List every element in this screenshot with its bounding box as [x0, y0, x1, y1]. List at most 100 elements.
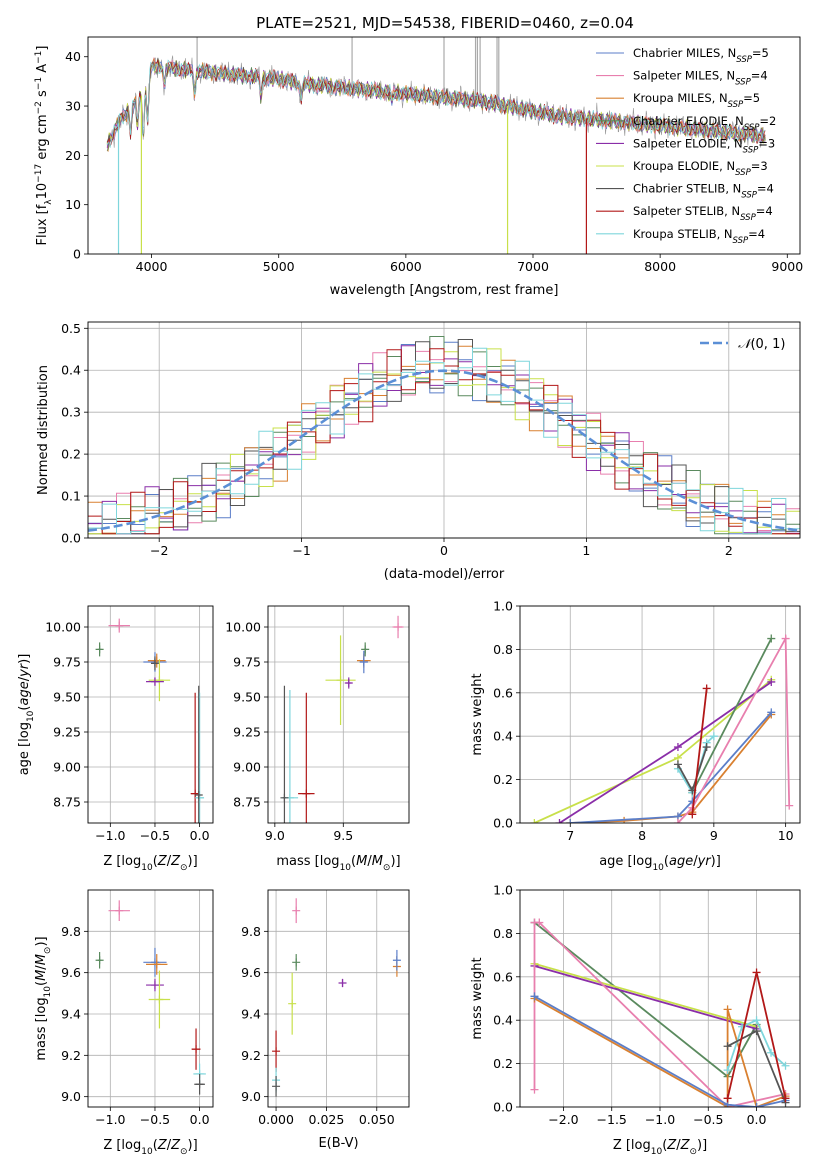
- label-part: −1: [34, 77, 44, 90]
- point-salpeter_elodie: [344, 679, 353, 687]
- point-chabrier_stelib: [150, 659, 159, 668]
- y-tick-label: 0: [73, 247, 81, 262]
- y-tick-label: 40: [65, 49, 81, 64]
- scatter-plot-age_vs_mass: [280, 615, 404, 823]
- x-tick-label: 1: [582, 543, 590, 558]
- label-part: 10: [652, 863, 664, 873]
- y-tick-label: 0.0: [61, 531, 81, 546]
- label-part: )]: [188, 854, 198, 869]
- histogram-salpeter_stelib: [88, 348, 800, 535]
- y-tick-label: 0.0: [493, 1100, 513, 1115]
- series-marker-kroupa_stelib: [723, 1066, 732, 1075]
- label-part: (0, 1): [750, 337, 785, 352]
- series-line-chabrier_elodie: [691, 638, 773, 794]
- y-tick-label: 9.0: [61, 1089, 81, 1104]
- axes-weight_vs_age: 7 8 9 10 0.0 0.2 0.4 0.6 0.8 1.0: [493, 599, 800, 843]
- legend-text: Salpeter STELIB, N: [633, 204, 740, 218]
- y-tick-label: 0.3: [61, 405, 81, 420]
- label-part: (: [664, 854, 669, 869]
- legend-text: Salpeter MILES, N: [633, 69, 735, 83]
- histogram-chabrier_stelib: [88, 339, 800, 535]
- point-kroupa_elodie: [155, 995, 164, 1004]
- y-axis-label: mass [log10(M/M⊙)]: [34, 936, 53, 1060]
- y-tick-label: 9.4: [61, 1007, 81, 1022]
- histogram-kroupa_stelib: [88, 347, 800, 535]
- series-line-kroupa_elodie: [534, 962, 757, 1028]
- label-part: Z: [666, 1138, 677, 1153]
- legend-sub: SSP: [735, 168, 751, 178]
- x-tick-label: −1.0: [95, 1112, 125, 1127]
- y-tick-label: 9.2: [61, 1048, 81, 1063]
- y-tick-label: 9.4: [241, 1007, 261, 1022]
- y-tick-label: 10: [65, 197, 81, 212]
- y-tick-label: 8.75: [233, 795, 261, 810]
- legend-rest: =5: [752, 46, 769, 60]
- label-part: Z: [680, 1138, 691, 1153]
- point-salpeter_stelib: [192, 1045, 201, 1054]
- label-part: /: [34, 965, 49, 970]
- axes-mass_vs_ebv: 0.000 0.025 0.050 9.0 9.2 9.4 9.6 9.8: [241, 890, 409, 1127]
- x-tick-label: 9.5: [333, 828, 353, 843]
- spectrum-frame: [87, 36, 801, 255]
- label-part: (: [17, 706, 32, 711]
- label-part: /: [676, 1138, 681, 1153]
- y-tick-label: 1.0: [493, 883, 513, 898]
- x-axis-label: E(B-V): [318, 1136, 358, 1151]
- series-line-salpeter_miles: [677, 635, 791, 823]
- x-tick-label: 8: [638, 828, 646, 843]
- x-axis-label: age [log10(age/yr)]: [599, 854, 721, 873]
- point-chabrier_elodie: [95, 956, 104, 965]
- y-tick-label: 10.00: [225, 620, 261, 635]
- y-axis-label: Normed distribution: [36, 365, 51, 495]
- series-marker-salpeter_elodie: [767, 677, 776, 686]
- label-part: )]: [697, 1138, 707, 1153]
- label-part: ⊙: [43, 947, 53, 955]
- y-tick-label: 9.50: [233, 690, 261, 705]
- legend-sub: SSP: [743, 145, 759, 155]
- series-line-chabrier_miles: [534, 995, 786, 1107]
- label-part: ⊙: [689, 1147, 697, 1157]
- point-kroupa_elodie: [336, 676, 345, 685]
- y-tick-label: 9.25: [233, 725, 261, 740]
- label-part: )]: [17, 654, 32, 664]
- label-part: −2: [34, 101, 44, 114]
- label-part: age [log: [599, 854, 652, 869]
- legend-label-salpeter_elodie: Salpeter ELODIE, NSSP=3: [633, 136, 775, 155]
- label-part: )]: [188, 1138, 198, 1153]
- point-salpeter_stelib: [272, 1047, 281, 1056]
- label-part: λ: [44, 199, 54, 205]
- series-marker-kroupa_stelib: [767, 1048, 776, 1057]
- legend-rest: =4: [748, 227, 765, 241]
- series-marker-chabrier_miles: [530, 992, 539, 1001]
- y-tick-label: 0.2: [61, 447, 81, 462]
- legend-label-chabrier_stelib: Chabrier STELIB, NSSP=4: [633, 182, 774, 201]
- point-chabrier_stelib: [280, 793, 289, 802]
- label-part: /: [17, 676, 32, 681]
- point-chabrier_stelib: [194, 791, 203, 799]
- x-tick-label: −1: [292, 543, 310, 558]
- series-line-chabrier_elodie: [533, 921, 758, 1078]
- series-marker-chabrier_miles: [752, 1103, 761, 1107]
- y-tick-label: 9.75: [53, 655, 81, 670]
- label-part: ⊙: [180, 1147, 188, 1157]
- y-tick-label: 9.25: [53, 725, 81, 740]
- axes-frame: [87, 605, 214, 824]
- x-tick-label: −1.0: [95, 828, 125, 843]
- legend-text: Chabrier ELODIE, N: [633, 114, 744, 128]
- y-axis-label: Flux [fλ10−17 erg cm−2 s−1 A−1]: [34, 46, 54, 246]
- x-tick-label: −0.5: [693, 1112, 723, 1127]
- x-tick-label: 9.0: [265, 828, 285, 843]
- label-part: Flux [f: [35, 204, 50, 245]
- y-tick-label: 20: [65, 148, 81, 163]
- label-part: 10: [651, 1147, 663, 1157]
- label-part: 10: [35, 183, 50, 200]
- series-marker-kroupa_miles: [723, 1005, 732, 1014]
- label-part: )]: [711, 854, 721, 869]
- legend-text: Kroupa MILES, N: [633, 91, 728, 105]
- label-part: (: [153, 1138, 158, 1153]
- series-marker-chabrier_miles: [566, 819, 575, 823]
- series-marker-chabrier_stelib: [702, 743, 711, 752]
- label-part: /: [167, 854, 172, 869]
- label-part: 10: [141, 1147, 153, 1157]
